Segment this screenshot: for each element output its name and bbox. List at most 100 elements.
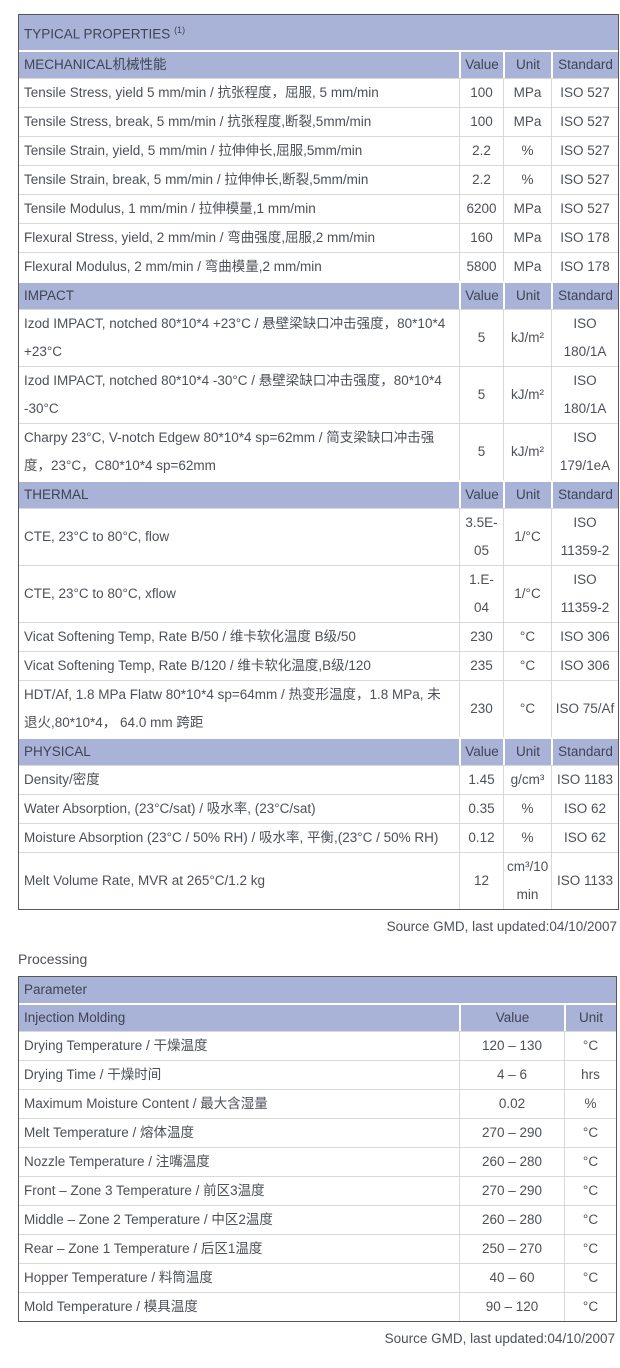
- property-value: 6200: [459, 193, 503, 223]
- processing-value: 4 – 6: [459, 1059, 564, 1089]
- section-header-row: IMPACT Value Unit Standard: [19, 280, 618, 309]
- property-row: Melt Volume Rate, MVR at 265°C/1.2 kg 12 c…: [19, 851, 618, 909]
- processing-label: Hopper Temperature / 料筒温度: [19, 1262, 459, 1292]
- property-label: Vicat Softening Temp, Rate B/120 / 维卡软化温…: [19, 650, 459, 680]
- property-value: 160: [459, 222, 503, 252]
- injection-molding-header: Injection Molding: [19, 1002, 459, 1031]
- property-value: 12: [459, 851, 503, 909]
- processing-row: Drying Temperature / 干燥温度 120 – 130 °C: [19, 1030, 616, 1060]
- property-standard: ISO 527: [551, 193, 618, 223]
- property-standard: ISO 62: [551, 822, 618, 852]
- processing-unit: °C: [564, 1146, 616, 1176]
- processing-value: 270 – 290: [459, 1117, 564, 1147]
- property-unit: %: [503, 793, 551, 823]
- processing-value: 40 – 60: [459, 1262, 564, 1292]
- processing-unit: %: [564, 1088, 616, 1118]
- property-row: HDT/Af, 1.8 MPa Flatw 80*10*4 sp=64mm / …: [19, 679, 618, 737]
- property-label: Tensile Stress, yield 5 mm/min / 抗张程度，屈服…: [19, 77, 459, 107]
- property-standard: ISO 179/1eA: [551, 422, 618, 480]
- processing-unit: °C: [564, 1204, 616, 1234]
- column-header: Value: [459, 49, 503, 78]
- processing-unit: °C: [564, 1175, 616, 1205]
- property-unit: %: [503, 135, 551, 165]
- typical-properties-body: TYPICAL PROPERTIES (1) MECHANICAL机械性能 Valu…: [19, 15, 618, 909]
- column-header: Standard: [551, 736, 618, 765]
- processing-label: Maximum Moisture Content / 最大含湿量: [19, 1088, 459, 1118]
- property-standard: ISO 178: [551, 222, 618, 252]
- property-row: Izod IMPACT, notched 80*10*4 +23°C / 悬壁梁…: [19, 308, 618, 366]
- column-header: Standard: [551, 280, 618, 309]
- property-label: Charpy 23°C, V-notch Edgew 80*10*4 sp=62…: [19, 422, 459, 480]
- processing-row: Maximum Moisture Content / 最大含湿量 0.02%: [19, 1088, 616, 1118]
- processing-unit: °C: [564, 1291, 616, 1321]
- processing-row: Rear – Zone 1 Temperature / 后区1温度 250 – 2…: [19, 1233, 616, 1263]
- property-standard: ISO 527: [551, 164, 618, 194]
- property-label: Melt Volume Rate, MVR at 265°C/1.2 kg: [19, 851, 459, 909]
- property-value: 0.12: [459, 822, 503, 852]
- source-note-properties: Source GMD, last updated:04/10/2007: [386, 918, 617, 934]
- property-unit: °C: [503, 679, 551, 737]
- processing-row: Hopper Temperature / 料筒温度 40 – 60 °C: [19, 1262, 616, 1292]
- property-label: CTE, 23°C to 80°C, flow: [19, 507, 459, 565]
- property-label: HDT/Af, 1.8 MPa Flatw 80*10*4 sp=64mm / …: [19, 679, 459, 737]
- table-title: TYPICAL PROPERTIES (1): [19, 15, 618, 50]
- property-unit: MPa: [503, 106, 551, 136]
- property-value: 2.2: [459, 164, 503, 194]
- processing-label: Drying Time / 干燥时间: [19, 1059, 459, 1089]
- property-row: Flexural Stress, yield, 2 mm/min / 弯曲强度,…: [19, 222, 618, 252]
- property-label: Tensile Modulus, 1 mm/min / 拉伸模量,1 mm/mi…: [19, 193, 459, 223]
- column-header: Unit: [564, 1002, 616, 1031]
- property-unit: MPa: [503, 222, 551, 252]
- processing-label: Nozzle Temperature / 注嘴温度: [19, 1146, 459, 1176]
- section-name: PHYSICAL: [19, 736, 459, 765]
- property-row: Tensile Modulus, 1 mm/min / 拉伸模量,1 mm/mi…: [19, 193, 618, 223]
- processing-label: Middle – Zone 2 Temperature / 中区2温度: [19, 1204, 459, 1234]
- column-header: Standard: [551, 49, 618, 78]
- property-label: Flexural Modulus, 2 mm/min / 弯曲模量,2 mm/m…: [19, 251, 459, 281]
- processing-heading: Processing: [18, 950, 88, 967]
- processing-table: Parameter Injection Molding Value Unit Dryin…: [18, 975, 617, 1322]
- column-header: Value: [459, 1002, 564, 1031]
- property-standard: ISO 306: [551, 650, 618, 680]
- property-unit: MPa: [503, 193, 551, 223]
- property-unit: g/cm³: [503, 764, 551, 794]
- processing-unit: °C: [564, 1030, 616, 1060]
- property-label: Izod IMPACT, notched 80*10*4 -30°C / 悬壁梁…: [19, 365, 459, 423]
- processing-row: Front – Zone 3 Temperature / 前区3温度 270 – …: [19, 1175, 616, 1205]
- property-row: Vicat Softening Temp, Rate B/120 / 维卡软化温…: [19, 650, 618, 680]
- processing-value: 90 – 120: [459, 1291, 564, 1321]
- property-label: Density/密度: [19, 764, 459, 794]
- processing-label: Mold Temperature / 模具温度: [19, 1291, 459, 1321]
- property-standard: ISO 180/1A: [551, 308, 618, 366]
- property-unit: cm³/10 min: [503, 851, 551, 909]
- property-value: 5: [459, 308, 503, 366]
- property-row: Water Absorption, (23°C/sat) / 吸水率, (23°…: [19, 793, 618, 823]
- section-header-row: MECHANICAL机械性能 Value Unit Standard: [19, 49, 618, 78]
- property-row: Vicat Softening Temp, Rate B/50 / 维卡软化温度…: [19, 621, 618, 651]
- property-label: Tensile Strain, yield, 5 mm/min / 拉伸伸长,屈…: [19, 135, 459, 165]
- property-value: 230: [459, 679, 503, 737]
- property-label: Tensile Stress, break, 5 mm/min / 抗张程度,断…: [19, 106, 459, 136]
- property-value: 235: [459, 650, 503, 680]
- property-value: 5800: [459, 251, 503, 281]
- property-standard: ISO 1183: [551, 764, 618, 794]
- property-unit: %: [503, 822, 551, 852]
- processing-label: Rear – Zone 1 Temperature / 后区1温度: [19, 1233, 459, 1263]
- column-header: Unit: [503, 479, 551, 508]
- property-unit: °C: [503, 650, 551, 680]
- processing-row: Drying Time / 干燥时间 4 – 6 hrs: [19, 1059, 616, 1089]
- property-standard: ISO 75/Af: [551, 679, 618, 737]
- property-row: Moisture Absorption (23°C / 50% RH) / 吸水…: [19, 822, 618, 852]
- property-unit: °C: [503, 621, 551, 651]
- property-value: 0.35: [459, 793, 503, 823]
- property-row: Tensile Stress, yield 5 mm/min / 抗张程度，屈服…: [19, 77, 618, 107]
- column-header: Value: [459, 736, 503, 765]
- property-row: CTE, 23°C to 80°C, flow 3.5E-05 1/°C ISO 11…: [19, 507, 618, 565]
- column-header: Value: [459, 280, 503, 309]
- property-label: Moisture Absorption (23°C / 50% RH) / 吸水…: [19, 822, 459, 852]
- property-value: 100: [459, 106, 503, 136]
- property-row: Density/密度 1.45 g/cm³ ISO 1183: [19, 764, 618, 794]
- property-row: Tensile Strain, yield, 5 mm/min / 拉伸伸长,屈…: [19, 135, 618, 165]
- section-name: MECHANICAL机械性能: [19, 49, 459, 78]
